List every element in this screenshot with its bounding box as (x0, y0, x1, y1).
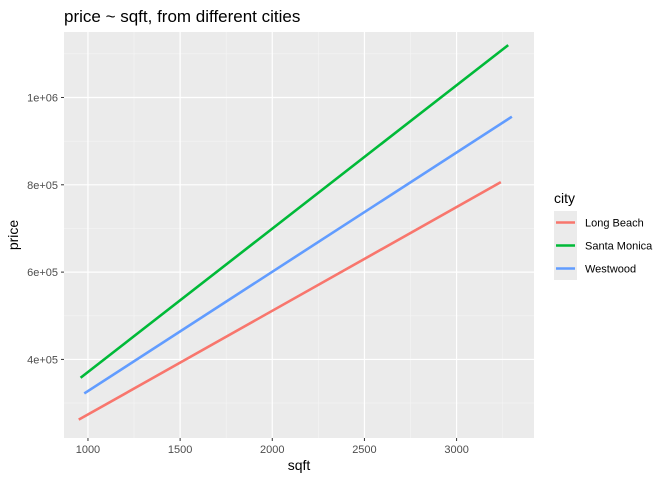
series-line-westwood (83, 115, 513, 395)
legend-title: city (554, 190, 575, 206)
legend-label-santa-monica: Santa Monica (585, 241, 653, 253)
chart-title: price ~ sqft, from different cities (64, 7, 300, 26)
y-tick-label: 1e+06 (27, 92, 58, 104)
x-axis: 1000 1500 2000 2500 3000 (76, 438, 469, 456)
x-tick-label: 3000 (444, 444, 468, 456)
y-tick-label: 8e+05 (27, 180, 58, 192)
y-tick-label: 6e+05 (27, 267, 58, 279)
y-tick-label: 4e+05 (27, 354, 58, 366)
plot-panel (64, 32, 534, 438)
series-line-long-beach (78, 181, 502, 421)
major-gridlines (64, 32, 534, 438)
x-tick-label: 1500 (168, 444, 192, 456)
legend-label-long-beach: Long Beach (585, 218, 644, 230)
x-tick-label: 2000 (260, 444, 284, 456)
x-tick-label: 1000 (76, 444, 100, 456)
y-axis-title: price (5, 220, 21, 251)
minor-gridlines (64, 32, 534, 438)
x-axis-title: sqft (288, 457, 311, 473)
series-line-santa-monica (79, 44, 509, 379)
legend: city Long Beach Santa Monica Westwood (554, 190, 653, 280)
series-lines (78, 44, 513, 421)
y-axis: 4e+05 6e+05 8e+05 1e+06 (27, 92, 64, 366)
x-tick-label: 2500 (352, 444, 376, 456)
legend-label-westwood: Westwood (585, 264, 636, 276)
